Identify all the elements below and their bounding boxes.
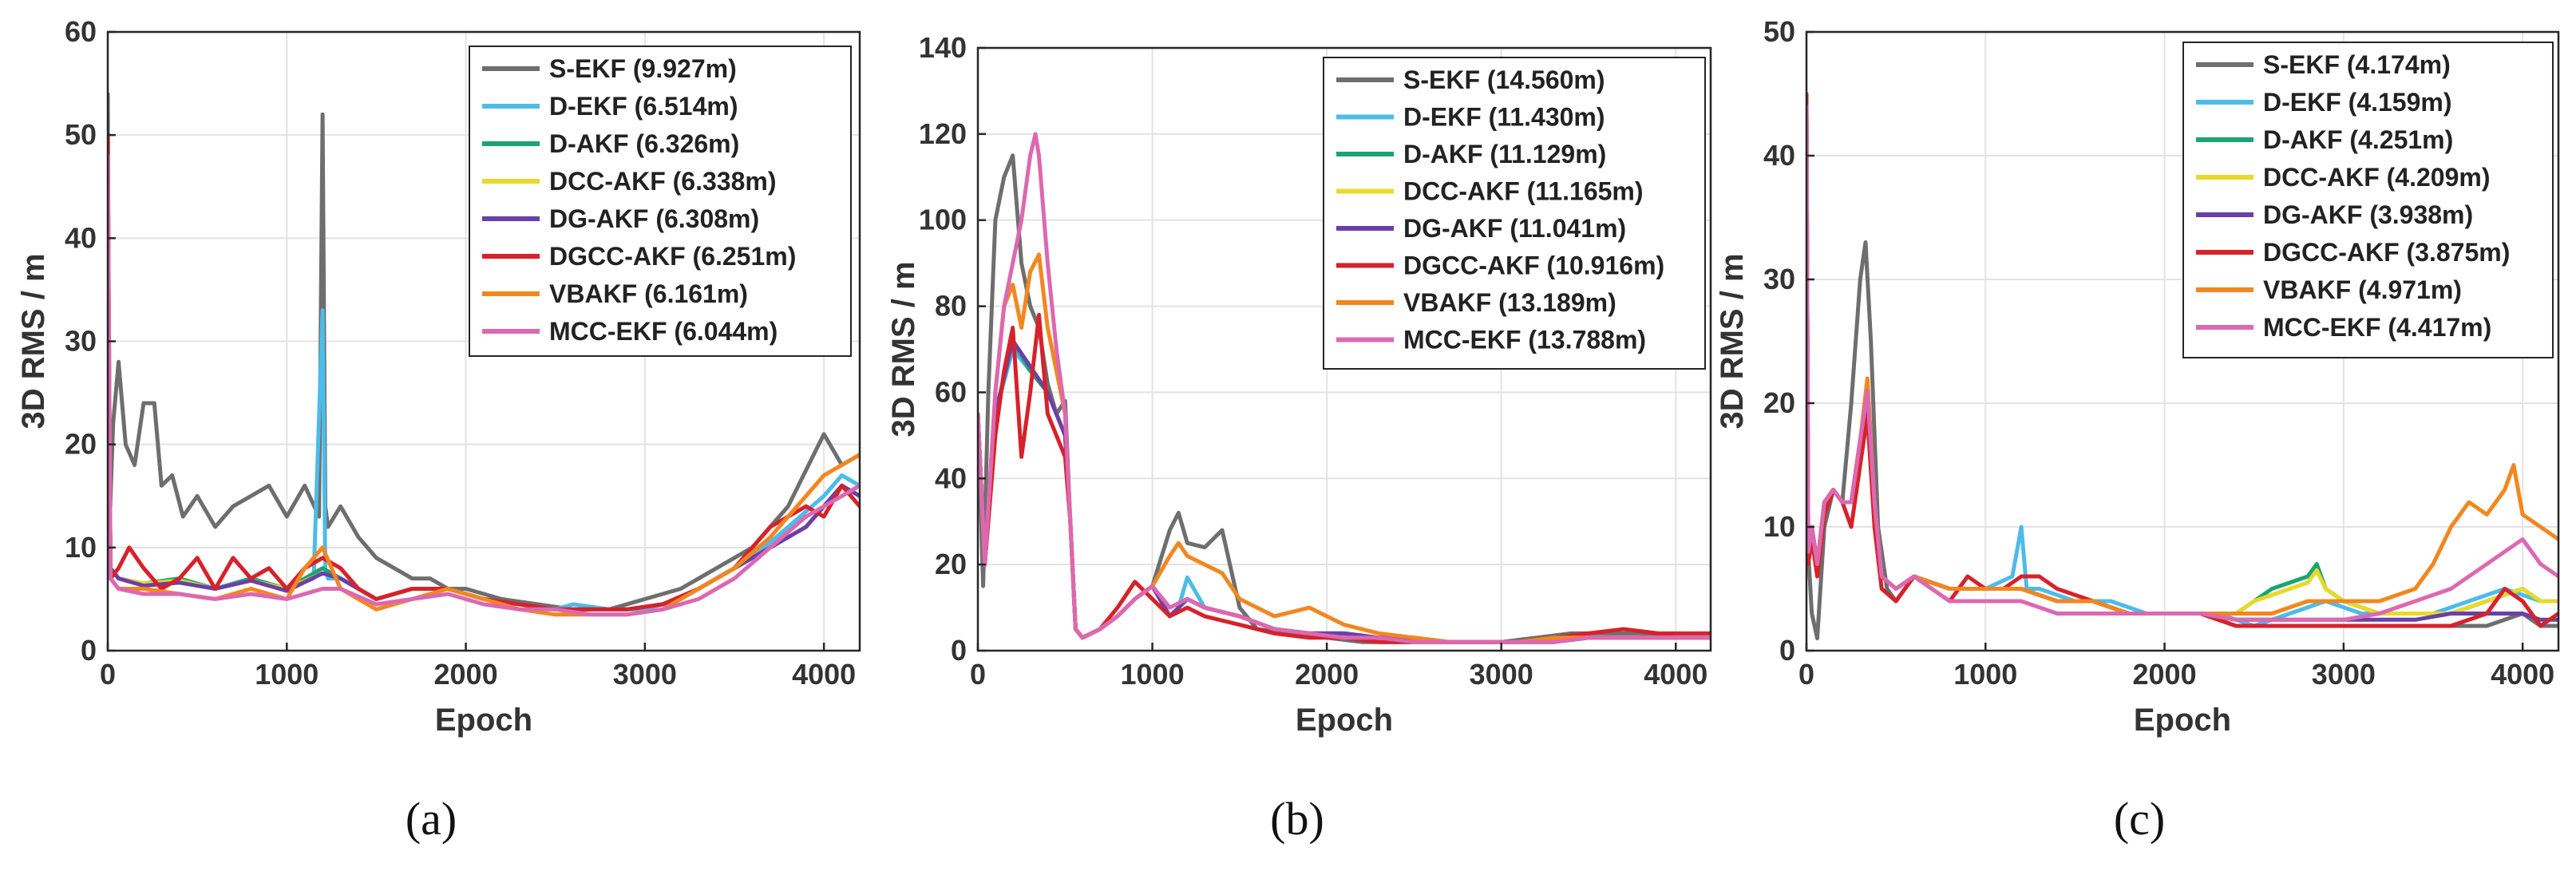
legend-label-mcc-ekf: MCC-EKF (6.044m) bbox=[549, 317, 778, 346]
y-axis-label: 3D RMS / m bbox=[886, 261, 921, 437]
y-tick-label: 60 bbox=[65, 15, 97, 48]
y-tick-label: 50 bbox=[1763, 15, 1795, 48]
panel-label: (c) bbox=[2114, 793, 2165, 845]
legend: S-EKF (9.927m) D-EKF (6.514m) D-AKF (6.326… bbox=[469, 46, 852, 357]
chart-panel-b: (b) 0 1000 2000 3000 4000 0 20 40 60 80 100 120 140 E… bbox=[886, 31, 1712, 845]
y-tick-label: 0 bbox=[1779, 634, 1795, 667]
x-tick-label: 1000 bbox=[255, 658, 319, 691]
legend-label-mcc-ekf: MCC-EKF (4.417m) bbox=[2263, 313, 2491, 342]
y-tick-label: 20 bbox=[935, 548, 967, 580]
series-line-mcc-ekf bbox=[978, 132, 1711, 644]
y-tick-label: 100 bbox=[919, 204, 967, 236]
x-tick-label: 4000 bbox=[2491, 658, 2554, 691]
legend-label-dg-akf: DG-AKF (6.308m) bbox=[549, 204, 759, 233]
legend-box bbox=[1323, 57, 1706, 370]
panel-label: (b) bbox=[1270, 793, 1324, 845]
panel-label: (a) bbox=[406, 793, 457, 845]
y-tick-label: 10 bbox=[1763, 510, 1795, 543]
series-lines bbox=[978, 132, 1711, 644]
y-tick-label: 40 bbox=[65, 221, 97, 254]
y-tick-label: 30 bbox=[1763, 263, 1795, 295]
legend-label-dg-akf: DG-AKF (3.938m) bbox=[2263, 200, 2473, 229]
y-tick-label: 30 bbox=[65, 325, 97, 358]
x-tick-label: 3000 bbox=[613, 658, 677, 691]
series-line-mcc-ekf bbox=[108, 153, 860, 617]
legend-label-s-ekf: S-EKF (9.927m) bbox=[549, 54, 737, 83]
legend-label-dgcc-akf: DGCC-AKF (10.916m) bbox=[1403, 251, 1664, 280]
y-axis-label: 3D RMS / m bbox=[1715, 253, 1750, 429]
y-tick-label: 60 bbox=[935, 375, 967, 408]
x-tick-label: 0 bbox=[100, 658, 116, 691]
y-tick-label: 140 bbox=[919, 31, 967, 64]
series-lines bbox=[108, 92, 860, 617]
y-tick-label: 20 bbox=[1763, 386, 1795, 419]
y-tick-label: 40 bbox=[935, 461, 967, 494]
chart-panel-c: (c) 0 1000 2000 3000 4000 0 10 20 30 40 50 Epoch 3D … bbox=[1715, 15, 2560, 845]
y-tick-label: 50 bbox=[65, 118, 97, 151]
y-tick-label: 0 bbox=[81, 634, 97, 667]
legend-box bbox=[469, 46, 852, 357]
legend-label-dcc-akf: DCC-AKF (11.165m) bbox=[1403, 177, 1644, 206]
y-tick-label: 40 bbox=[1763, 139, 1795, 172]
axes-box bbox=[1805, 30, 2560, 652]
legend-label-d-ekf: D-EKF (6.514m) bbox=[549, 92, 738, 121]
legend-label-vbakf: VBAKF (6.161m) bbox=[549, 279, 748, 308]
x-tick-label: 3000 bbox=[2312, 658, 2376, 691]
y-tick-label: 80 bbox=[935, 290, 967, 323]
legend-label-dgcc-akf: DGCC-AKF (3.875m) bbox=[2263, 238, 2510, 267]
x-tick-label: 0 bbox=[970, 658, 986, 691]
legend-label-dgcc-akf: DGCC-AKF (6.251m) bbox=[549, 242, 796, 271]
y-axis-label: 3D RMS / m bbox=[16, 253, 51, 429]
x-tick-label: 3000 bbox=[1470, 658, 1533, 691]
legend-label-s-ekf: S-EKF (4.174m) bbox=[2263, 50, 2451, 79]
legend-box bbox=[2182, 42, 2554, 358]
legend-label-s-ekf: S-EKF (14.560m) bbox=[1403, 65, 1605, 94]
x-axis-label: Epoch bbox=[1296, 703, 1393, 738]
axes-box bbox=[976, 46, 1712, 652]
legend-label-vbakf: VBAKF (4.971m) bbox=[2263, 275, 2462, 304]
y-tick-label: 20 bbox=[65, 428, 97, 461]
y-tick-label: 0 bbox=[951, 634, 967, 667]
legend-label-dg-akf: DG-AKF (11.041m) bbox=[1403, 214, 1626, 243]
x-tick-label: 2000 bbox=[1295, 658, 1359, 691]
legend-label-d-akf: D-AKF (4.251m) bbox=[2263, 125, 2453, 154]
legend-label-mcc-ekf: MCC-EKF (13.788m) bbox=[1403, 326, 1646, 354]
x-tick-label: 4000 bbox=[792, 658, 856, 691]
legend-label-dcc-akf: DCC-AKF (4.209m) bbox=[2263, 163, 2490, 192]
legend-label-dcc-akf: DCC-AKF (6.338m) bbox=[549, 167, 776, 196]
x-tick-label: 2000 bbox=[434, 658, 498, 691]
x-axis-label: Epoch bbox=[2134, 703, 2231, 738]
x-tick-label: 2000 bbox=[2133, 658, 2197, 691]
x-tick-label: 1000 bbox=[1121, 658, 1185, 691]
x-tick-label: 0 bbox=[1798, 658, 1814, 691]
x-axis-label: Epoch bbox=[435, 703, 532, 738]
legend: S-EKF (14.560m) D-EKF (11.430m) D-AKF (11.… bbox=[1323, 57, 1706, 370]
series-lines bbox=[1806, 92, 2558, 640]
x-tick-label: 1000 bbox=[1953, 658, 2017, 691]
y-tick-label: 120 bbox=[919, 117, 967, 150]
legend: S-EKF (4.174m) D-EKF (4.159m) D-AKF (4.251… bbox=[2182, 42, 2554, 358]
x-tick-label: 4000 bbox=[1644, 658, 1707, 691]
series-line-mcc-ekf bbox=[1806, 104, 2558, 622]
legend-label-d-ekf: D-EKF (4.159m) bbox=[2263, 88, 2452, 117]
legend-label-d-akf: D-AKF (6.326m) bbox=[549, 129, 739, 158]
legend-label-d-akf: D-AKF (11.129m) bbox=[1403, 140, 1606, 168]
legend-label-vbakf: VBAKF (13.189m) bbox=[1403, 288, 1616, 317]
series-line-dgcc-akf bbox=[1806, 92, 2558, 628]
chart-panel-a: (a) 0 1000 2000 3000 4000 0 10 20 30 40 50 60 Epoch 3… bbox=[16, 15, 861, 845]
y-tick-label: 10 bbox=[65, 531, 97, 564]
legend-label-d-ekf: D-EKF (11.430m) bbox=[1403, 103, 1605, 132]
